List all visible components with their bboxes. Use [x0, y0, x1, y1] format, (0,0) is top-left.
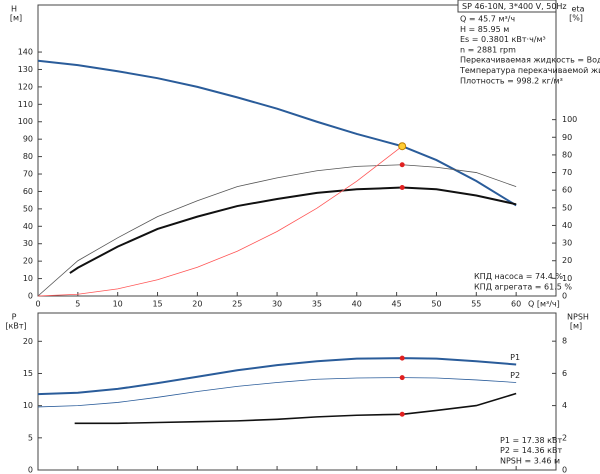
y2-tick-label: 2 — [562, 433, 567, 442]
operating-point — [399, 355, 405, 361]
y-tick-label: 120 — [18, 82, 33, 91]
plot-frame — [37, 312, 557, 471]
y2-axis-label: NPSH — [567, 313, 589, 322]
x-tick-label: 10 — [113, 300, 123, 309]
y-tick-label: 0 — [28, 292, 33, 301]
info-line: Плотность = 998.2 кг/м³ — [460, 76, 563, 85]
curve — [37, 145, 403, 297]
info-line: Перекачиваемая жидкость = Вода — [460, 56, 600, 65]
y2-axis-unit: [%] — [569, 14, 583, 23]
operating-point — [399, 162, 405, 168]
y2-tick-label: 8 — [562, 337, 567, 346]
y-tick-label: 5 — [28, 433, 33, 442]
info-line: Q = 45.7 м³/ч — [460, 15, 515, 24]
y-tick-label: 50 — [23, 204, 33, 213]
y2-tick-label: 10 — [562, 274, 572, 283]
y2-tick-label: 50 — [562, 203, 572, 212]
x-tick-label: 0 — [35, 300, 40, 309]
curve — [37, 357, 517, 396]
x-tick-label: 35 — [312, 300, 322, 309]
y-tick-label: 40 — [23, 222, 33, 231]
info-line: Es = 0.3801 кВт·ч/м³ — [460, 35, 546, 44]
y-tick-label: 20 — [23, 337, 33, 346]
y-tick-label: 30 — [23, 239, 33, 248]
y2-tick-label: 90 — [562, 133, 572, 142]
y2-axis-unit: [м] — [570, 322, 582, 331]
y-tick-label: 70 — [23, 170, 33, 179]
x-tick-label: 50 — [431, 300, 441, 309]
y2-tick-label: 60 — [562, 186, 572, 195]
y2-tick-label: 100 — [562, 115, 577, 124]
y2-tick-label: 0 — [562, 292, 567, 301]
operating-point — [398, 142, 407, 151]
x-tick-label: 15 — [152, 300, 162, 309]
y-tick-label: 60 — [23, 187, 33, 196]
y-axis-unit: [кВт] — [5, 322, 26, 331]
y-tick-label: 140 — [18, 48, 33, 57]
x-tick-label: 40 — [352, 300, 362, 309]
result-line: P1 = 17.38 кВт — [500, 436, 562, 445]
y2-tick-label: 4 — [562, 401, 567, 410]
y2-axis-label: eta — [572, 5, 585, 14]
curve — [37, 377, 517, 408]
result-line: КПД насоса = 74.4 % — [474, 272, 563, 281]
x-axis-label: Q [м³/ч] — [528, 300, 560, 309]
y-tick-label: 90 — [23, 135, 33, 144]
x-tick-label: 45 — [392, 300, 402, 309]
result-line: NPSH = 3.46 м — [500, 457, 560, 466]
x-tick-label: 5 — [75, 300, 80, 309]
info-line: H = 85.95 м — [460, 25, 509, 34]
title-box — [457, 0, 557, 13]
operating-point — [399, 375, 405, 381]
info-line: n = 2881 rpm — [460, 45, 516, 54]
curve — [37, 59, 517, 207]
y-axis-unit: [м] — [10, 14, 22, 23]
y2-tick-label: 40 — [562, 221, 572, 230]
y-tick-label: 10 — [23, 274, 33, 283]
result-line: P2 = 14.36 кВт — [500, 446, 562, 455]
curve — [69, 186, 517, 274]
y2-tick-label: 30 — [562, 239, 572, 248]
y-tick-label: 0 — [28, 466, 33, 474]
y2-tick-label: 20 — [562, 256, 572, 265]
y-tick-label: 80 — [23, 152, 33, 161]
curve — [37, 164, 517, 297]
curve-label: P1 — [510, 353, 520, 362]
y2-tick-label: 6 — [562, 369, 567, 378]
operating-point — [399, 185, 405, 191]
y-tick-label: 130 — [18, 65, 33, 74]
x-tick-label: 30 — [272, 300, 282, 309]
plot-frame — [37, 4, 557, 297]
x-tick-label: 20 — [192, 300, 202, 309]
y-tick-label: 110 — [18, 100, 33, 109]
y-axis-label: P — [12, 313, 17, 322]
x-tick-label: 55 — [471, 300, 481, 309]
y2-tick-label: 0 — [562, 466, 567, 474]
y-axis-label: H — [11, 5, 17, 14]
chart-title: SP 46-10N, 3*400 V, 50Hz — [462, 2, 567, 11]
y2-tick-label: 70 — [562, 168, 572, 177]
y-tick-label: 10 — [23, 401, 33, 410]
y2-tick-label: 80 — [562, 150, 572, 159]
x-tick-label: 25 — [232, 300, 242, 309]
operating-point — [399, 411, 405, 417]
y-tick-label: 20 — [23, 257, 33, 266]
curve-label: P2 — [510, 371, 520, 380]
result-line: КПД агрегата = 61.5 % — [474, 283, 572, 292]
x-tick-label: 60 — [511, 300, 521, 309]
y-tick-label: 100 — [18, 117, 33, 126]
curve — [74, 392, 517, 425]
y-tick-label: 15 — [23, 369, 33, 378]
info-line: Температура перекачиваемой жидкости = 20… — [459, 66, 600, 75]
